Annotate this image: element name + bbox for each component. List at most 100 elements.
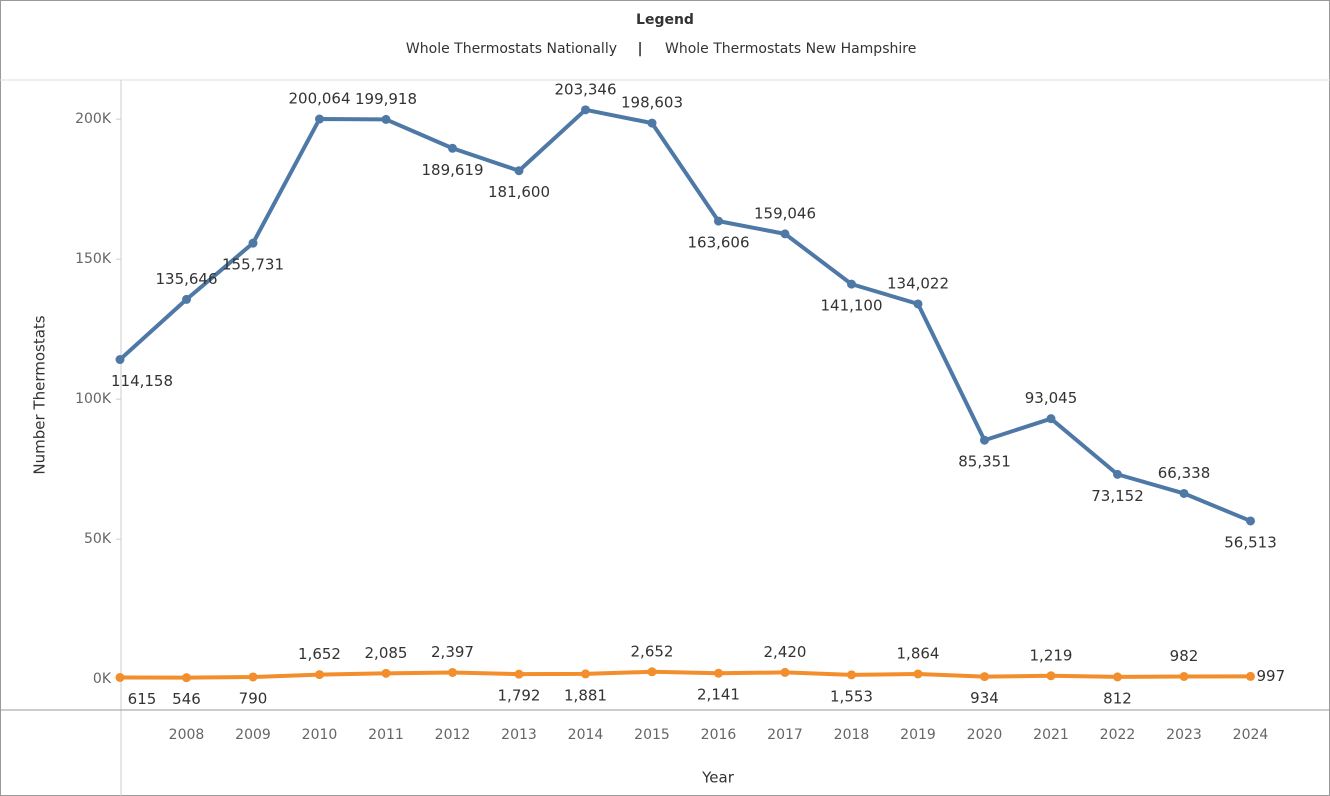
- data-label: 982: [1170, 647, 1199, 665]
- x-tick-label: 2011: [368, 727, 404, 743]
- x-tick-label: 2012: [435, 727, 471, 743]
- data-label: 189,619: [421, 161, 483, 179]
- data-point: [1046, 671, 1056, 681]
- data-label: 2,652: [631, 642, 674, 660]
- y-tick-label: 0K: [93, 671, 112, 687]
- data-point: [381, 114, 391, 124]
- data-label: 56,513: [1224, 533, 1277, 551]
- legend-item[interactable]: Whole Thermostats Nationally: [406, 41, 617, 57]
- data-point: [1179, 671, 1189, 681]
- data-point: [980, 435, 989, 445]
- x-tick-label: 2017: [767, 727, 803, 743]
- y-tick-label: 200K: [75, 111, 112, 127]
- data-point: [980, 672, 989, 682]
- data-label: 790: [239, 689, 268, 707]
- data-label: 203,346: [554, 80, 616, 98]
- data-label: 1,792: [498, 687, 541, 705]
- x-tick-label: 2020: [967, 727, 1003, 743]
- data-label: 163,606: [687, 234, 749, 252]
- data-point: [847, 279, 856, 289]
- data-label: 73,152: [1091, 487, 1144, 505]
- x-axis-title: Year: [701, 769, 735, 787]
- data-label: 155,731: [222, 256, 284, 274]
- data-point: [381, 668, 391, 678]
- data-point: [448, 143, 457, 153]
- data-point: [1179, 488, 1189, 498]
- data-label: 114,158: [111, 372, 173, 390]
- data-point: [581, 669, 590, 679]
- data-point: [581, 105, 590, 115]
- x-tick-label: 2021: [1033, 727, 1069, 743]
- data-point: [514, 166, 524, 176]
- data-label: 934: [970, 689, 999, 707]
- x-tick-label: 2016: [701, 727, 737, 743]
- data-point: [1246, 516, 1255, 526]
- data-label: 141,100: [820, 297, 882, 315]
- y-tick-label: 100K: [75, 391, 112, 407]
- legend-item[interactable]: Whole Thermostats New Hampshire: [665, 41, 916, 57]
- data-point: [448, 667, 457, 677]
- data-label: 181,600: [488, 183, 550, 201]
- data-point: [115, 355, 125, 365]
- data-point: [780, 229, 790, 239]
- x-tick-label: 2014: [568, 727, 604, 743]
- y-tick-label: 150K: [75, 251, 112, 267]
- data-point: [1246, 671, 1255, 681]
- x-tick-label: 2019: [900, 727, 936, 743]
- data-label: 1,219: [1030, 646, 1073, 664]
- data-point: [913, 299, 923, 309]
- data-point: [514, 669, 524, 679]
- x-tick-label: 2013: [501, 727, 537, 743]
- data-point: [1113, 672, 1122, 682]
- data-label: 2,141: [697, 686, 740, 704]
- data-label: 997: [1257, 667, 1286, 685]
- data-point: [182, 294, 191, 304]
- data-point: [248, 672, 258, 682]
- data-label: 812: [1103, 689, 1132, 707]
- data-label: 85,351: [958, 453, 1011, 471]
- data-point: [714, 216, 723, 226]
- x-tick-label: 2008: [169, 727, 205, 743]
- data-point: [315, 670, 324, 680]
- data-label: 1,652: [298, 645, 341, 663]
- series-line: [118, 107, 1252, 523]
- data-label: 2,085: [365, 644, 408, 662]
- data-point: [847, 670, 856, 680]
- x-tick-label: 2018: [834, 727, 870, 743]
- data-point: [913, 669, 923, 679]
- x-tick-label: 2009: [235, 727, 271, 743]
- data-label: 159,046: [754, 204, 816, 222]
- data-label: 2,397: [431, 643, 474, 661]
- data-label: 1,881: [564, 686, 607, 704]
- series-line: [119, 669, 1251, 680]
- data-label: 66,338: [1158, 464, 1211, 482]
- data-label: 1,864: [897, 644, 940, 662]
- x-tick-label: 2024: [1233, 727, 1269, 743]
- data-point: [182, 673, 191, 683]
- data-label: 93,045: [1025, 389, 1078, 407]
- x-tick-label: 2010: [302, 727, 338, 743]
- data-label: 615: [128, 690, 157, 708]
- data-point: [1046, 414, 1056, 424]
- legend-separator: |: [637, 41, 642, 57]
- data-point: [115, 672, 125, 682]
- x-tick-label: 2022: [1100, 727, 1136, 743]
- data-label: 2,420: [764, 643, 807, 661]
- x-tick-label: 2023: [1166, 727, 1202, 743]
- data-point: [315, 114, 324, 124]
- x-tick-label: 2015: [634, 727, 670, 743]
- legend-title: Legend: [636, 12, 694, 28]
- data-point: [248, 238, 258, 248]
- data-point: [780, 667, 790, 677]
- data-point: [1113, 469, 1122, 479]
- data-label: 135,646: [155, 270, 217, 288]
- data-label: 198,603: [621, 94, 683, 112]
- data-label: 546: [172, 690, 201, 708]
- y-axis-title: Number Thermostats: [31, 315, 49, 474]
- data-label: 134,022: [887, 274, 949, 292]
- data-point: [647, 118, 657, 128]
- data-label: 200,064: [288, 90, 350, 108]
- data-point: [714, 668, 723, 678]
